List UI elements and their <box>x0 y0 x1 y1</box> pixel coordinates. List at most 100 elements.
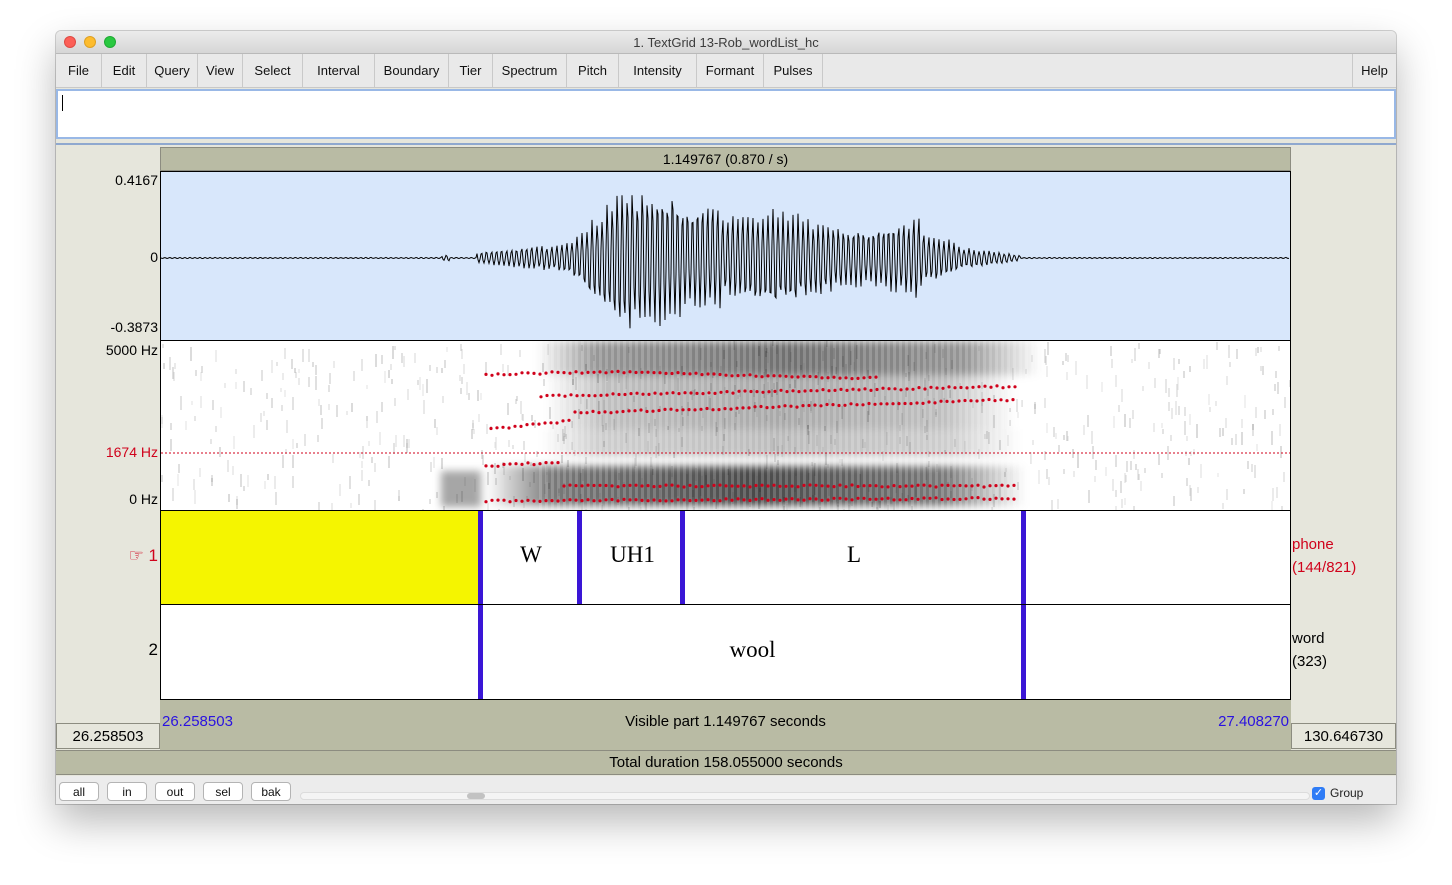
menu-pulses[interactable]: Pulses <box>764 54 823 87</box>
formant-point <box>526 371 530 375</box>
noise-speck <box>393 443 395 454</box>
boundary-marker[interactable] <box>1021 605 1026 699</box>
zoom-back-button[interactable]: bak <box>251 782 291 801</box>
phone-interval-uh1[interactable]: UH1 <box>610 542 655 567</box>
formant-point <box>537 422 541 426</box>
menu-view[interactable]: View <box>198 54 243 87</box>
boundary-marker[interactable] <box>478 605 483 699</box>
menu-intensity[interactable]: Intensity <box>619 54 697 87</box>
total-duration-bar[interactable]: Total duration 158.055000 seconds <box>56 750 1396 775</box>
spectrogram-plot <box>161 341 1290 510</box>
noise-speck <box>1044 349 1046 363</box>
formant-point <box>843 403 847 407</box>
noise-speck <box>1197 487 1199 493</box>
menu-tier[interactable]: Tier <box>449 54 493 87</box>
formant-point <box>699 407 703 411</box>
noise-speck <box>1044 398 1046 408</box>
formant-point <box>514 372 518 376</box>
tier1-marker[interactable]: ☞ 1 <box>128 546 158 565</box>
noise-speck <box>1162 429 1164 434</box>
visible-part-bar[interactable]: 26.258503 Visible part 1.149767 seconds … <box>160 700 1291 750</box>
formant-point <box>975 399 979 403</box>
zoom-in-button[interactable]: in <box>107 782 147 801</box>
label-text-field[interactable] <box>56 89 1396 139</box>
formant-point <box>652 485 656 489</box>
boundary-marker[interactable] <box>478 511 483 604</box>
noise-speck <box>408 439 410 448</box>
menu-select[interactable]: Select <box>243 54 303 87</box>
noise-speck <box>1176 384 1178 397</box>
formant-point <box>825 402 829 407</box>
noise-speck <box>1274 384 1276 391</box>
zoom-selection-button[interactable]: sel <box>203 782 243 801</box>
boundary-marker[interactable] <box>577 511 582 604</box>
zoom-all-button[interactable]: all <box>59 782 99 801</box>
zoom-window-button[interactable] <box>104 36 116 48</box>
formant-point <box>669 407 673 411</box>
noise-speck <box>524 453 526 462</box>
formant-point <box>964 484 968 488</box>
formant-point <box>795 405 799 409</box>
noise-speck <box>315 376 317 390</box>
formant-point <box>514 498 518 503</box>
formant-point <box>892 498 896 502</box>
noise-speck <box>1148 362 1150 369</box>
boundary-marker[interactable] <box>680 511 685 604</box>
menu-file[interactable]: File <box>56 54 102 87</box>
right-outer-time[interactable]: 130.646730 <box>1291 723 1396 749</box>
noise-speck <box>1137 469 1139 480</box>
formant-point <box>959 385 963 390</box>
tier2-marker[interactable]: 2 <box>148 640 158 659</box>
formant-point <box>676 498 680 502</box>
noise-speck <box>434 419 436 428</box>
close-window-button[interactable] <box>64 36 76 48</box>
noise-speck <box>1065 353 1067 361</box>
phone-interval-w[interactable]: W <box>520 542 542 567</box>
noise-speck <box>328 385 330 392</box>
menu-boundary[interactable]: Boundary <box>375 54 449 87</box>
boundary-marker[interactable] <box>1021 511 1026 604</box>
formant-point <box>501 425 505 429</box>
tier-word[interactable]: wool <box>160 604 1291 700</box>
noise-speck <box>366 416 368 421</box>
formant-point <box>544 371 548 375</box>
phone-interval-l[interactable]: L <box>846 542 862 567</box>
menu-pitch[interactable]: Pitch <box>567 54 619 87</box>
menu-help[interactable]: Help <box>1352 54 1396 87</box>
formant-point <box>1011 398 1015 402</box>
noise-speck <box>429 365 431 371</box>
scrollbar-thumb[interactable] <box>467 793 485 799</box>
formant-point <box>634 498 638 502</box>
noise-speck <box>358 494 360 505</box>
noise-speck <box>161 415 163 428</box>
formant-point <box>1001 386 1005 390</box>
noise-speck <box>294 368 296 373</box>
formant-point <box>688 372 692 376</box>
formant-point <box>628 483 632 487</box>
menu-formant[interactable]: Formant <box>697 54 764 87</box>
tier-phone[interactable]: W UH1 L <box>160 510 1291 605</box>
formant-point <box>532 463 536 467</box>
word-interval-wool[interactable]: wool <box>729 637 776 662</box>
menu-interval[interactable]: Interval <box>303 54 375 87</box>
noise-speck <box>1131 359 1133 363</box>
formant-point <box>851 387 855 391</box>
formant-point <box>731 391 735 395</box>
noise-speck <box>170 423 172 430</box>
spectrogram-panel[interactable] <box>160 341 1291 510</box>
selected-interval[interactable] <box>161 511 481 604</box>
minimize-window-button[interactable] <box>84 36 96 48</box>
menu-spectrum[interactable]: Spectrum <box>493 54 567 87</box>
zoom-out-button[interactable]: out <box>155 782 195 801</box>
formant-point <box>953 386 957 390</box>
menu-edit[interactable]: Edit <box>102 54 147 87</box>
horizontal-scrollbar[interactable] <box>300 792 1310 800</box>
waveform-panel[interactable] <box>160 171 1291 341</box>
noise-speck <box>1091 431 1093 444</box>
left-outer-time[interactable]: 26.258503 <box>56 723 160 749</box>
menu-query[interactable]: Query <box>147 54 198 87</box>
formant-point <box>921 401 925 405</box>
noise-speck <box>392 346 394 359</box>
group-checkbox[interactable]: ✓ <box>1312 787 1325 800</box>
selection-duration-bar[interactable]: 1.149767 (0.870 / s) <box>160 147 1291 171</box>
